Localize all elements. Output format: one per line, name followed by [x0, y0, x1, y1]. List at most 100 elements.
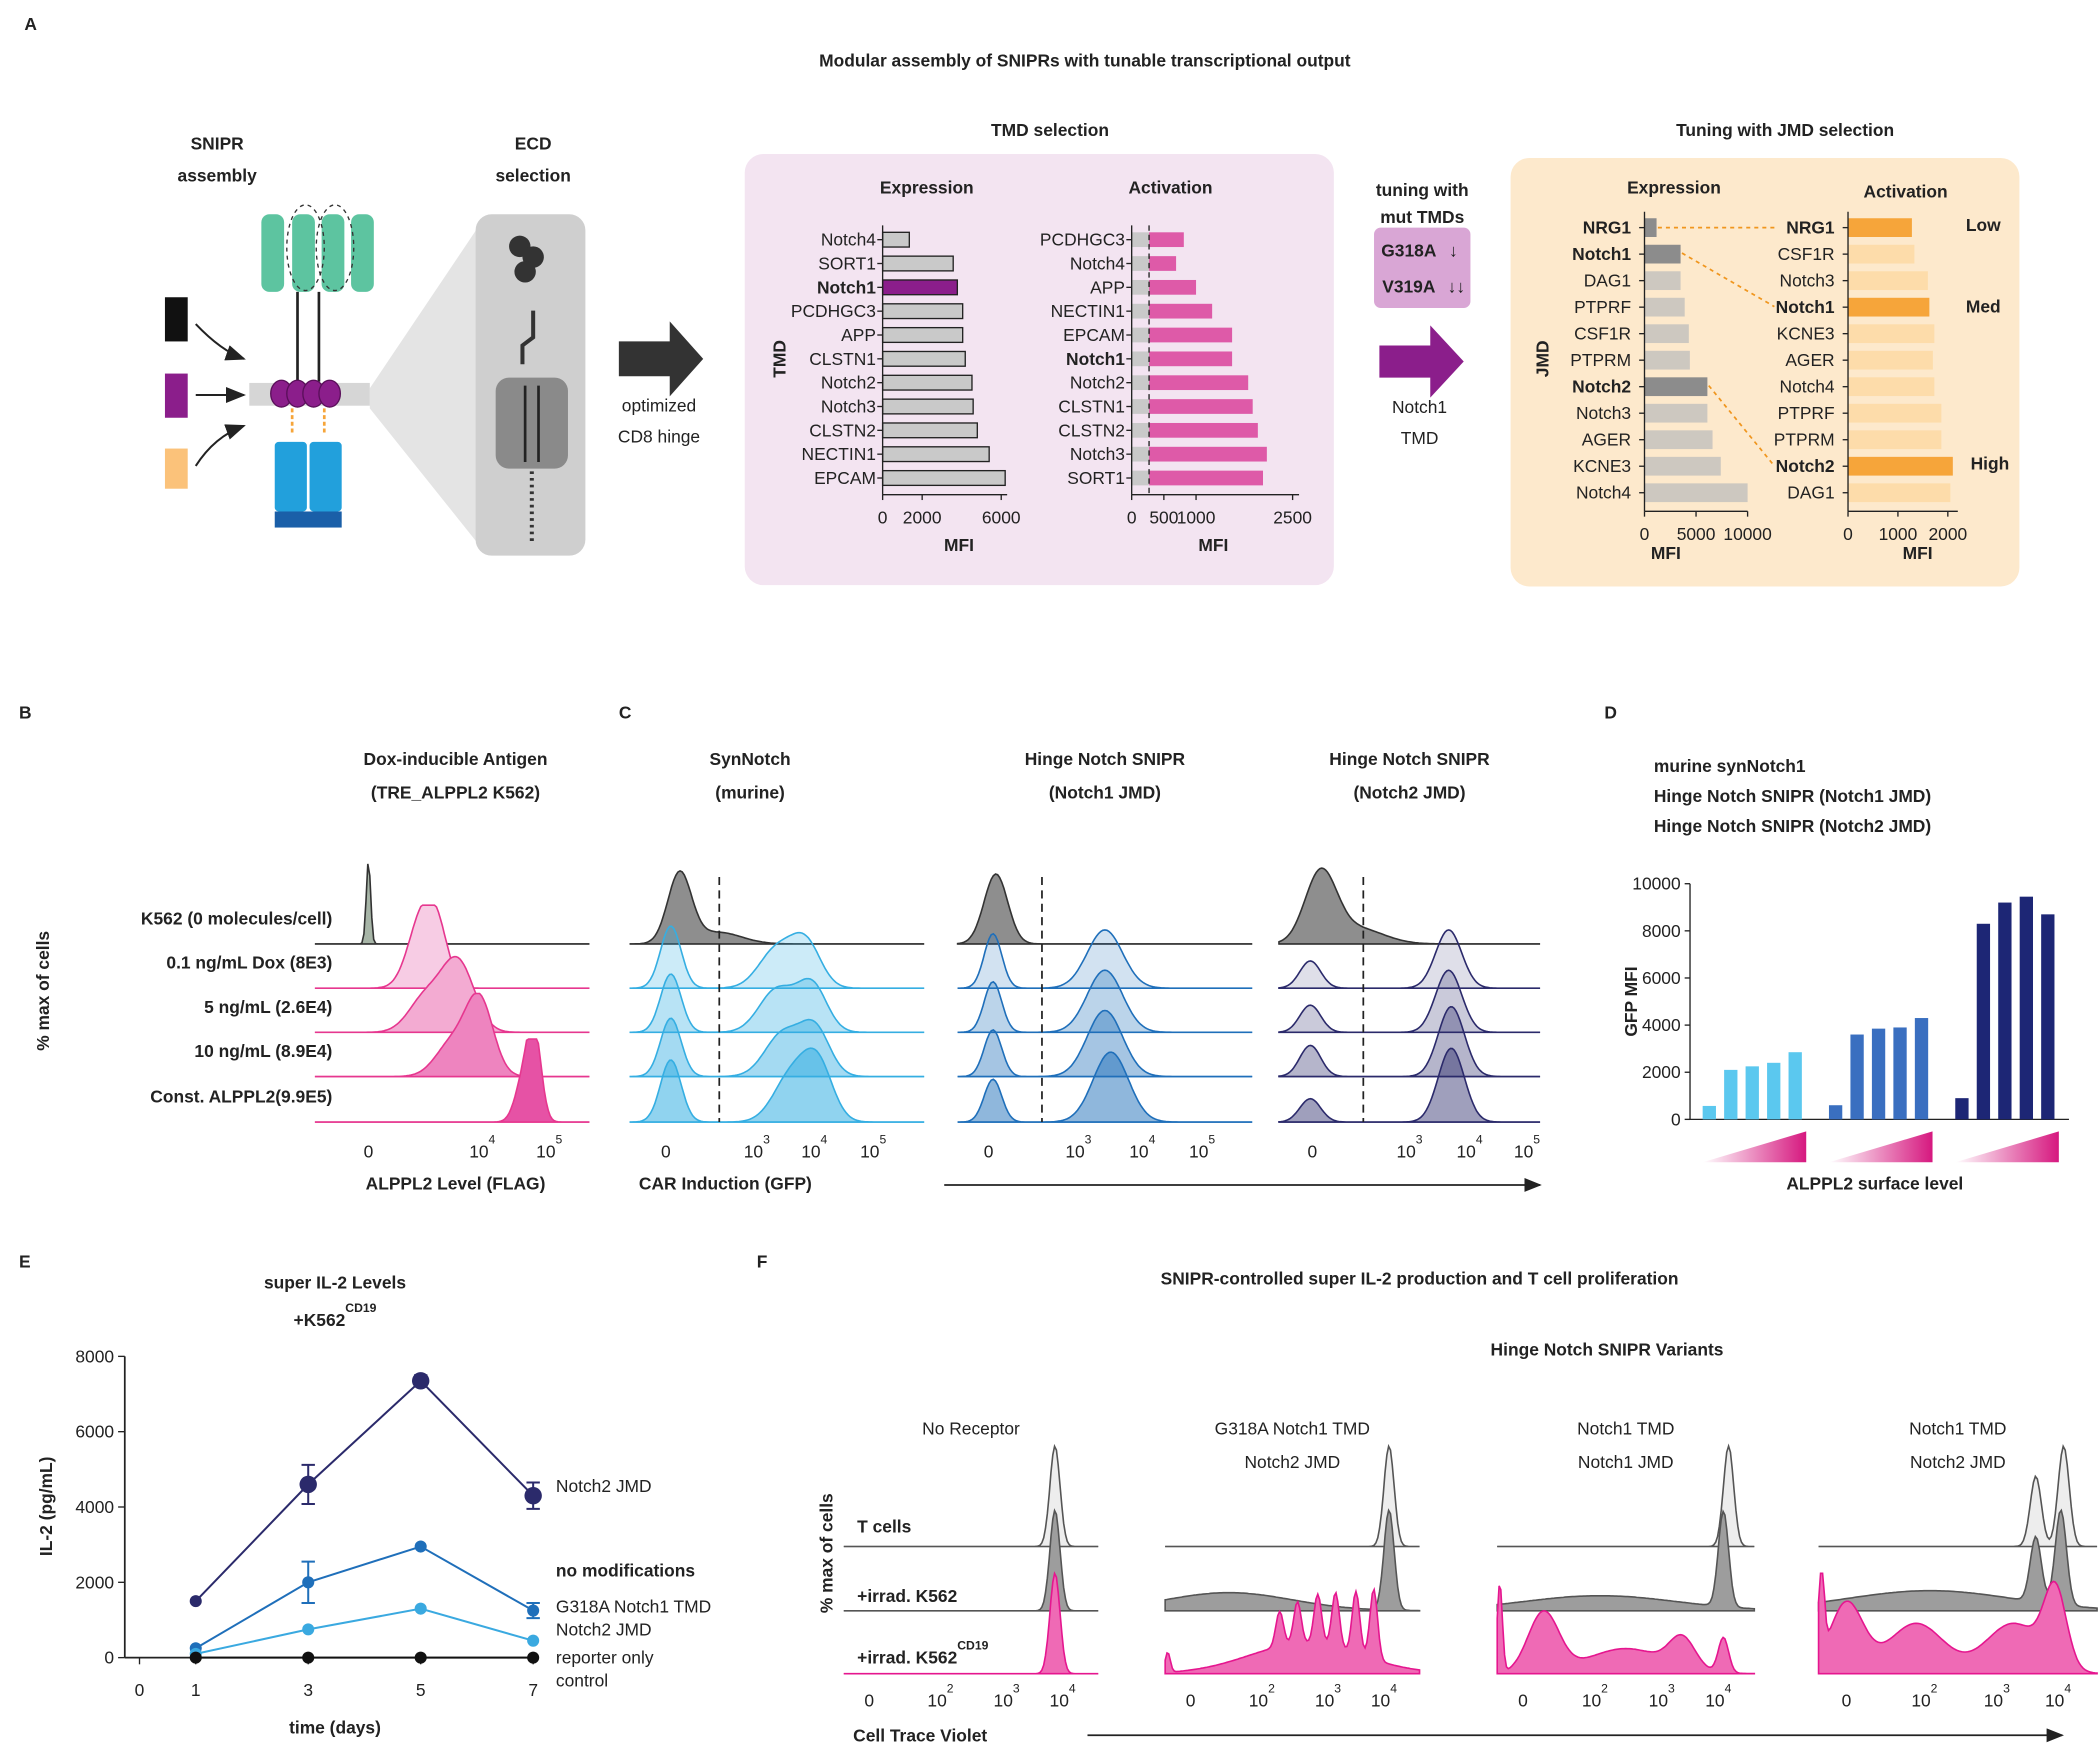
panel-title: (murine) [715, 783, 785, 803]
x-tick-label: 0 [878, 507, 888, 527]
tick-label: 0 [1186, 1690, 1196, 1710]
arrow [195, 323, 246, 361]
tick-label: 104 [2045, 1681, 2071, 1710]
histogram [314, 863, 590, 945]
axis-label: % max of cells [33, 931, 53, 1051]
tick-label: 0 [364, 1142, 374, 1162]
point [302, 1623, 315, 1636]
histogram [1278, 1047, 1541, 1123]
heading: mut TMDs [1380, 207, 1464, 227]
ecd-shape [514, 261, 536, 283]
tick-label-base: 10 [469, 1142, 488, 1162]
x-tick-label: 6000 [982, 507, 1021, 527]
legend-entry: Hinge Notch SNIPR (Notch2 JMD) [1654, 816, 1931, 836]
heading: selection [495, 165, 570, 185]
axis-label: ALPPL2 surface level [1786, 1174, 1963, 1194]
bar [1955, 1098, 1969, 1120]
x-tick-label: 1 [191, 1680, 201, 1700]
point [299, 1475, 317, 1494]
tick-label-base: 0 [1308, 1142, 1318, 1162]
baseline-bar [1131, 351, 1150, 367]
tick-label: 0 [661, 1142, 671, 1162]
tick-label: 104 [801, 1132, 827, 1161]
tick-label-base: 0 [984, 1142, 994, 1162]
tick-label-base: 10 [2045, 1690, 2064, 1710]
tick-label-base: 10 [1050, 1690, 1069, 1710]
tick-label-exp: 3 [1085, 1132, 1092, 1146]
tick-label-exp: 5 [1533, 1132, 1540, 1146]
row-label-base: +irrad. K562 [857, 1586, 957, 1606]
histogram [957, 1051, 1253, 1123]
bar [1914, 1018, 1929, 1120]
chart-subtitle: +K562CD19 [294, 1301, 377, 1330]
panel-title: No Receptor [922, 1419, 1020, 1439]
baseline-bar [1131, 327, 1150, 343]
point [414, 1651, 427, 1664]
tick-label-base: 10 [1456, 1142, 1475, 1162]
bar [1702, 1105, 1716, 1120]
histogram [1164, 1508, 1421, 1612]
bar [1149, 303, 1213, 319]
bar [881, 374, 973, 391]
category-label: NECTIN1 [802, 444, 876, 464]
tick-label: 104 [469, 1132, 495, 1161]
bar [1644, 218, 1657, 237]
tick-label-base: 10 [927, 1690, 946, 1710]
tick-label-base: 10 [1911, 1690, 1930, 1710]
tick-label: 0 [1842, 1690, 1852, 1710]
category-label: DAG1 [1584, 271, 1631, 291]
bar [881, 326, 964, 344]
tick-label-exp: 5 [1208, 1132, 1215, 1146]
category-label: Notch4 [1576, 483, 1631, 503]
bar [1850, 1034, 1864, 1120]
bar [881, 231, 910, 248]
ecd-domain [321, 214, 345, 292]
bar [1149, 399, 1253, 414]
category-label: KCNE3 [1777, 324, 1835, 344]
tick-label-exp: 4 [1149, 1132, 1156, 1146]
tick-label: 103 [1984, 1681, 2010, 1710]
category-label: DAG1 [1787, 483, 1834, 503]
level-label: Med [1966, 297, 2001, 317]
axis-label: ALPPL2 Level (FLAG) [366, 1174, 546, 1194]
tick-label: 102 [1582, 1681, 1608, 1710]
tick-label: 102 [1911, 1681, 1937, 1710]
axis-label: IL-2 (pg/mL) [36, 1457, 56, 1557]
bar [1848, 350, 1933, 370]
panel-title: Hinge Notch SNIPR [1329, 749, 1490, 769]
tick-label: 104 [1129, 1132, 1155, 1161]
bar [881, 422, 978, 439]
panel-title: Hinge Notch SNIPR [1025, 749, 1186, 769]
tick-label: 105 [536, 1132, 562, 1161]
category-label: Notch2 [1070, 373, 1125, 393]
category-label: Notch4 [821, 230, 876, 250]
tick-label-exp: 4 [2064, 1681, 2071, 1695]
x-tick-label: 0 [135, 1680, 145, 1700]
x-tick-label: 2000 [1928, 524, 1967, 544]
panel-title: SynNotch [709, 749, 790, 769]
bar [1848, 244, 1915, 264]
tick-label: 104 [1705, 1681, 1731, 1710]
category-label: CLSTN2 [809, 420, 876, 440]
row-label-base: T cells [857, 1516, 911, 1536]
baseline-bar [1131, 232, 1150, 248]
panel-title: Notch2 JMD [1245, 1452, 1341, 1472]
histogram [314, 1038, 590, 1123]
x-tick-label: 5 [416, 1680, 426, 1700]
hinge-label: CD8 hinge [618, 427, 700, 447]
histogram [1278, 867, 1541, 945]
category-label: SORT1 [818, 254, 876, 274]
bar [881, 469, 1006, 487]
category-label: PCDHGC3 [791, 301, 876, 321]
category-label: PCDHGC3 [1040, 230, 1125, 250]
mutation: G318A [1381, 240, 1437, 260]
bar [1644, 403, 1708, 423]
heading: ECD [515, 133, 552, 153]
y-tick-label: 4000 [1642, 1015, 1681, 1035]
y-tick-label: 0 [1671, 1109, 1681, 1129]
tick-label-base: 10 [536, 1142, 555, 1162]
bar [1149, 279, 1197, 295]
tick-label-exp: 5 [879, 1132, 886, 1146]
histogram [1164, 1586, 1421, 1675]
category-label: CLSTN1 [809, 349, 876, 369]
